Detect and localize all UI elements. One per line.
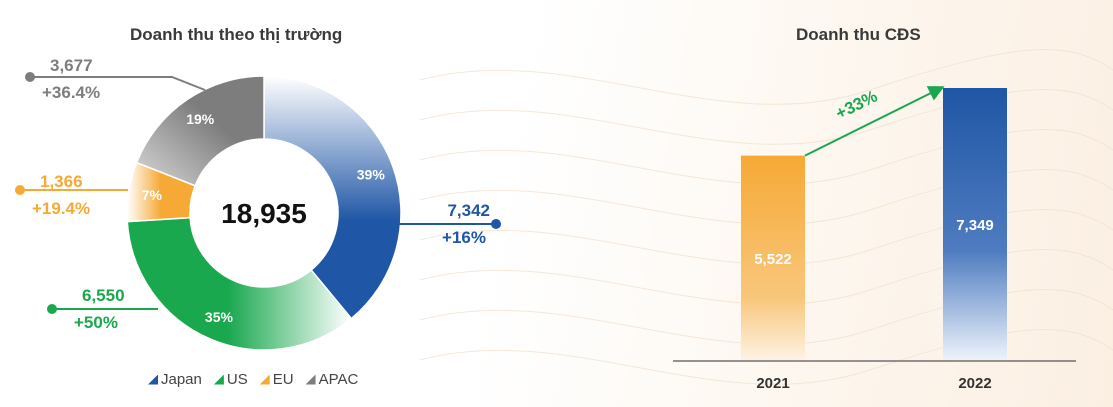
legend-swatch-eu [259, 374, 270, 385]
bar-chart-title: Doanh thu CĐS [796, 25, 921, 44]
legend-item-us: US [213, 371, 248, 388]
market-growth-apac: +36.4% [42, 83, 100, 102]
market-value-apac: 3,677 [50, 56, 93, 75]
legend-item-japan: Japan [148, 371, 202, 388]
donut-chart-title: Doanh thu theo thị trường [130, 25, 343, 44]
connector-dot-apac [25, 72, 35, 82]
legend-swatch-apac [305, 374, 316, 385]
market-growth-eu: +19.4% [32, 199, 90, 218]
donut-chart: 39% 35% 7% 19% 7,342 +16% 6,550 +50% 1,366 +19.4%… [15, 56, 501, 351]
legend-swatch-japan [148, 374, 158, 385]
connector-dot-us [47, 304, 57, 314]
legend-item-eu: EU [259, 371, 294, 388]
legend-label-eu: EU [272, 371, 294, 388]
legend-label-japan: Japan [161, 371, 202, 388]
donut-slice-label-us: 35% [205, 309, 234, 325]
legend-item-apac: APAC [305, 371, 359, 388]
market-value-us: 6,550 [82, 286, 125, 305]
donut-legend: Japan US EU APAC [148, 371, 358, 388]
donut-slice-label-apac: 19% [186, 111, 215, 127]
legend-label-us: US [226, 371, 248, 388]
donut-center-total: 18,935 [221, 198, 307, 229]
donut-slice-apac [135, 75, 265, 187]
background-wave-pattern [420, 49, 1113, 385]
donut-slice-japan [263, 75, 402, 320]
market-growth-japan: +16% [442, 228, 486, 247]
donut-slice-us [126, 216, 353, 351]
legend-label-apac: APAC [318, 371, 359, 388]
connector-dot-japan [491, 219, 501, 229]
donut-slice-label-eu: 7% [142, 187, 163, 203]
market-growth-us: +50% [74, 313, 118, 332]
donut-slice-label-japan: 39% [357, 167, 386, 183]
connector-line-apac [30, 76, 206, 91]
connector-dot-eu [15, 185, 25, 195]
market-value-japan: 7,342 [447, 201, 490, 220]
legend-swatch-us [213, 374, 224, 385]
market-value-eu: 1,366 [40, 172, 83, 191]
